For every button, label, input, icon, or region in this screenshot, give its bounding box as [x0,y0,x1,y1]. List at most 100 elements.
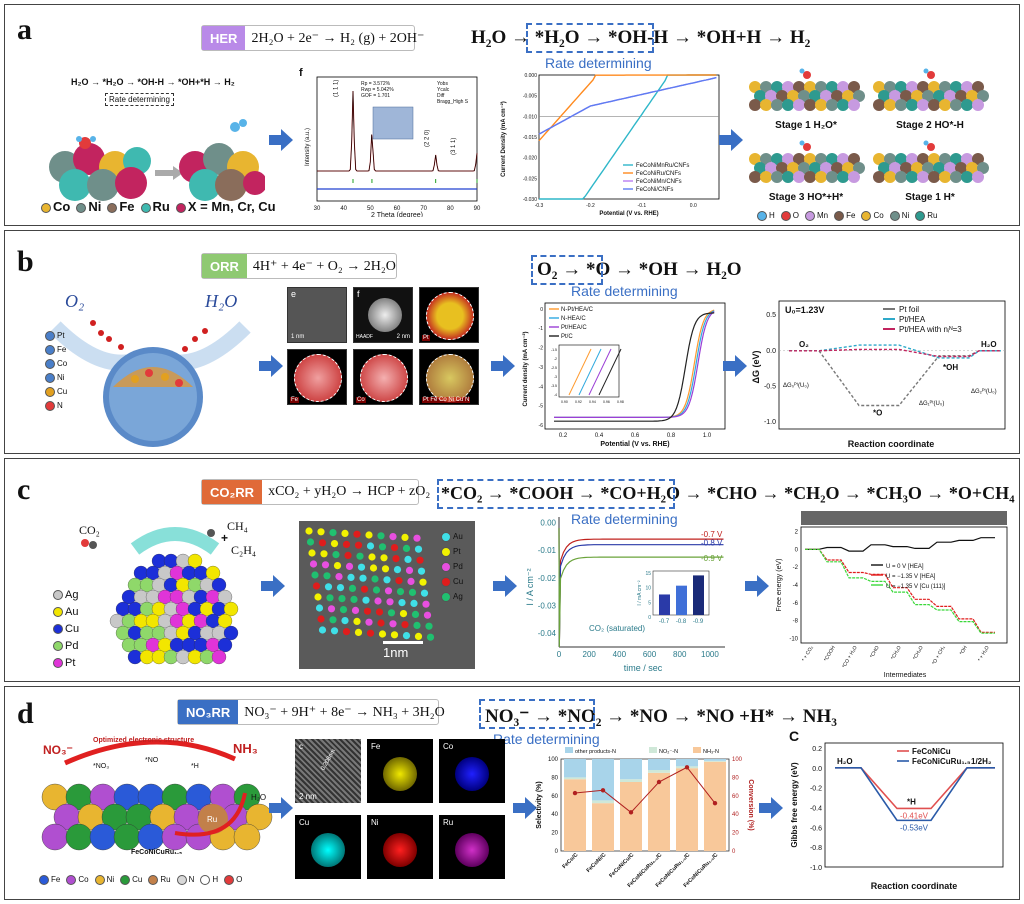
stage-atom [782,171,794,183]
orr-energy-legend-0: Pt foil [899,305,919,314]
co2rr-mech-boxed: *CO₂ → *COOH → *CO+H₂O [441,483,681,503]
stage-3: Stage 1 H* [871,137,989,205]
co2rr-rate-determining: Rate determining [571,511,678,527]
her-lsv-legend-1: FeCoNiRu/CNFs [636,171,681,177]
stage-atom [804,81,816,93]
hea-atom [211,649,227,665]
her-tag: HER [202,26,246,50]
orr-energy-ytick-2: -0.5 [764,383,776,390]
stage-hydrogen [799,68,805,74]
no3rr-schematic: Optimized electronic structure NO₃⁻ NH₃ … [35,723,285,897]
fe-ytick-2: -2 [793,565,799,571]
stem-atom [326,594,334,602]
sel-y2tick-2: 60 [732,794,739,800]
stage-atom [950,171,962,183]
stage-legend-item-4: Co [861,211,884,221]
orr-inset-ytick-3: -3 [554,375,557,379]
stage-atom [917,99,929,111]
sel-ytick-2: 60 [551,794,558,800]
sel-conversion-point-5 [712,800,718,806]
orr-lsv-ytick-0: 0 [540,307,543,313]
gibbs-species-0: H₂O [837,757,853,766]
stage-atom [804,153,816,165]
xrd-peak-label-2: (2 2 0) [424,130,430,147]
stem-atom [341,529,349,537]
co2rr-element-legend: Ag Au Cu Pd Pt [53,587,79,672]
stage-legend-item-3: Fe [834,211,855,221]
fe-ytick-6: -10 [789,637,798,643]
orr-energy-path-0 [789,350,1001,407]
stem-atom [398,599,406,607]
xrd-xtick-2: 50 [367,206,374,212]
stage-oxygen [803,143,811,151]
orr-energy-ytick-1: 0.0 [766,348,776,355]
stage-hydrogen [799,140,805,146]
stem-atom [378,543,387,551]
haadf-label: HAADF [356,334,373,340]
eds-cu: Cu [295,815,361,879]
orr-energy-frame [778,300,1006,430]
sel-bar-nh3-5 [704,761,726,851]
stage-atom [939,81,951,93]
fe-ytick-5: -8 [793,619,799,625]
sel-legend-0: other products-N [575,749,616,755]
sel-bar-nh3-2 [620,782,642,851]
stage-legend-item-1: O [780,211,799,221]
stem-atom [362,596,370,604]
no3-legend-item-swatch-5 [176,875,187,885]
stem-scale: 1nm [383,645,409,660]
gibbs-ytick-1: 0.0 [812,766,822,773]
ca-xtick-1: 200 [583,650,597,659]
eds-fe: Fe [367,739,433,803]
xrd-stat-0: Rp = 3.572% [361,81,391,87]
orr-lsv-xlabel: Potential (V vs. RHE) [600,441,669,448]
sel-y2tick-1: 80 [732,775,739,781]
her-lsv-xlabel: Potential (V vs. RHE) [599,211,658,217]
stage-atom [933,90,945,102]
stage-atom [955,162,967,174]
co2-legend-item-3: Pd [53,638,79,655]
stage-atom [815,81,827,93]
stem-atom [363,607,372,615]
sel-bar-no2-3 [648,770,670,773]
stem-atom [377,619,385,627]
stage-atom [906,171,918,183]
orr-legend-item-swatch-0 [45,330,55,341]
her-legend-item-swatch-2 [107,202,118,213]
fe-ytick-0: 2 [795,529,799,535]
xrd-ycalc [317,90,478,172]
stage-legend-item-0: H [757,211,775,221]
her-legend-item-3: Ru [140,199,170,214]
hea-flow-arrow [130,527,220,555]
stage-atom [928,81,940,93]
stage-atom [977,162,989,174]
stem-atom [410,599,418,607]
co2-legend-item-4: Pt [53,655,79,672]
h2o-label: H₂O [205,291,238,311]
stem-atom [372,586,381,594]
stem-atom [318,539,327,547]
stage-atom [972,99,984,111]
stem-atom [306,538,315,546]
eds-ni: Ni [367,815,433,879]
orr-lsv-ytick-3: -3 [539,365,544,371]
orr-lsv-series-3 [554,312,715,422]
co2-legend-item-text-2: Cu [65,623,80,635]
no3-legend-item-2: Ni [94,875,114,885]
xrd-peak-label-3: (3 1 1) [451,138,457,155]
stage-atom [961,99,973,111]
orr-legend-item-text-3: Ni [57,373,65,382]
co2-label: CO₂ [79,523,100,537]
no3-legend-item-text-5: N [188,875,195,885]
stem-atom [354,628,363,636]
stage-atom [837,99,849,111]
tem-e: e 1 nm [287,287,347,343]
stage-legend-item-text-6: Ru [927,211,938,221]
stage-atom [961,81,973,93]
orr-lsv-legend-3: Pt/C [561,334,573,340]
her-rd-box [526,23,654,53]
sel-y2tick-3: 40 [732,812,739,818]
stage-atom [884,81,896,93]
stem-legend-item-swatch-4 [441,591,451,602]
stem-atom [414,632,423,640]
